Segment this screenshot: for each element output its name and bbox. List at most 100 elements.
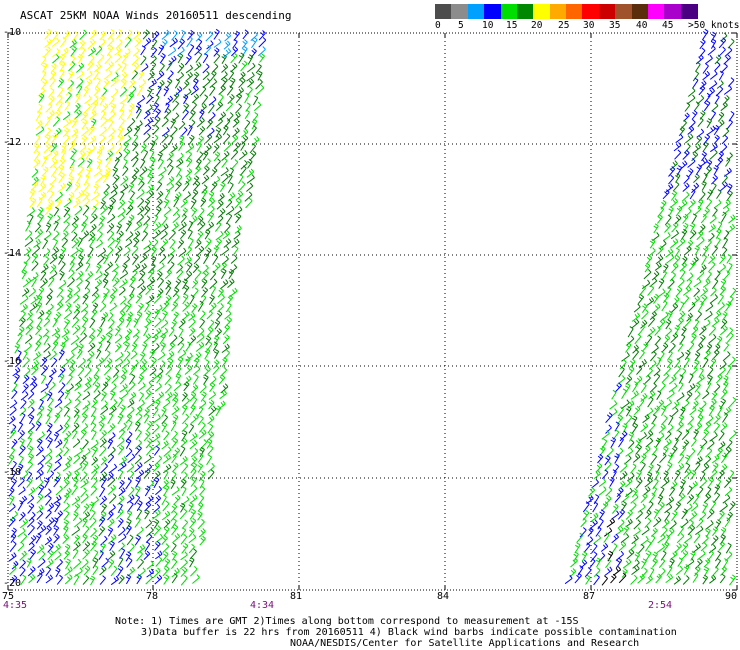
wind-barb: [238, 52, 245, 64]
wind-barb: [135, 293, 143, 304]
wind-barb: [722, 351, 731, 362]
wind-barb: [171, 319, 178, 330]
wind-barb: [100, 456, 107, 466]
wind-barb: [44, 536, 52, 546]
wind-barb: [58, 164, 65, 176]
wind-barb: [50, 62, 57, 74]
wind-barb: [31, 168, 39, 178]
wind-barb: [40, 264, 49, 274]
wind-barb: [177, 46, 185, 57]
wind-barb: [170, 118, 177, 129]
wind-barb: [180, 471, 188, 482]
wind-barb: [699, 325, 707, 336]
wind-barb: [127, 214, 135, 225]
wind-barb: [170, 420, 177, 432]
wind-barb: [63, 406, 70, 417]
wind-barb: [709, 70, 718, 80]
wind-barb: [149, 349, 155, 360]
wind-barb: [692, 143, 701, 154]
wind-barb: [95, 263, 102, 274]
wind-barb: [133, 30, 140, 40]
wind-barb: [617, 406, 624, 417]
wind-barb: [28, 287, 36, 298]
wind-barb: [652, 478, 659, 490]
wind-barb: [17, 326, 25, 337]
wind-barb: [125, 220, 132, 232]
wind-barb: [102, 172, 110, 184]
wind-barb: [47, 397, 54, 408]
wind-barb: [118, 428, 126, 440]
wind-barb: [78, 254, 84, 265]
wind-barb: [726, 183, 733, 194]
wind-barb: [684, 349, 691, 361]
wind-barb: [31, 365, 39, 376]
wind-barb: [664, 222, 671, 233]
wind-barb: [678, 485, 685, 497]
wind-barb: [213, 38, 222, 48]
wind-barb: [72, 438, 81, 448]
wind-barb: [107, 119, 114, 129]
wind-barb: [625, 414, 633, 425]
wind-barb: [18, 463, 24, 474]
legend-tick-label: 40: [636, 20, 648, 31]
wind-barb: [658, 350, 665, 362]
wind-barb: [24, 334, 33, 344]
wind-barb: [710, 110, 717, 121]
wind-barb: [694, 391, 701, 401]
wind-barb: [108, 504, 116, 514]
wind-barb: [81, 558, 89, 569]
wind-barb: [63, 430, 72, 442]
wind-barb: [696, 236, 705, 248]
wind-barb: [63, 502, 70, 512]
wind-barb: [89, 509, 96, 521]
wind-barb: [702, 63, 709, 74]
wind-barb: [639, 453, 647, 464]
wind-barb: [55, 94, 63, 106]
wind-barb: [8, 415, 16, 425]
wind-barb: [118, 317, 125, 328]
wind-barb: [53, 215, 61, 225]
wind-barb: [78, 247, 84, 258]
wind-barb: [627, 366, 635, 377]
wind-barb: [221, 357, 228, 368]
wind-barb: [694, 558, 703, 569]
wind-barb: [656, 356, 662, 367]
wind-barb: [173, 494, 181, 506]
wind-barb: [43, 46, 51, 57]
wind-barb: [697, 407, 704, 418]
wind-barb: [642, 414, 650, 424]
wind-barb: [18, 511, 26, 522]
wind-barb: [174, 278, 182, 289]
wind-barb: [588, 486, 596, 497]
wind-barb: [683, 564, 690, 575]
wind-barb: [219, 279, 229, 290]
wind-barb: [132, 156, 139, 168]
wind-barb: [200, 197, 207, 208]
wind-barb: [148, 373, 157, 384]
wind-barb: [631, 422, 639, 434]
wind-barb: [232, 118, 240, 128]
wind-barb: [127, 486, 135, 497]
wind-barb: [91, 534, 99, 546]
wind-barb: [133, 334, 140, 344]
wind-barb: [35, 446, 44, 457]
wind-barb: [71, 484, 78, 496]
wind-barb: [82, 400, 91, 410]
wind-barb: [203, 253, 209, 265]
wind-barb: [110, 183, 119, 194]
wind-barb: [146, 277, 156, 288]
wind-barb: [40, 383, 49, 393]
wind-barb: [645, 550, 652, 562]
wind-barb: [180, 527, 187, 537]
wind-barb: [164, 294, 172, 305]
wind-barb: [97, 38, 106, 49]
wind-barb: [78, 40, 86, 50]
wind-barb: [230, 148, 239, 160]
wind-barb: [68, 165, 75, 177]
wind-barb: [642, 279, 651, 290]
wind-barb: [76, 78, 84, 89]
wind-barb: [640, 422, 649, 433]
wind-barb: [53, 206, 60, 217]
wind-barb: [111, 88, 119, 98]
wind-barb: [724, 486, 733, 497]
